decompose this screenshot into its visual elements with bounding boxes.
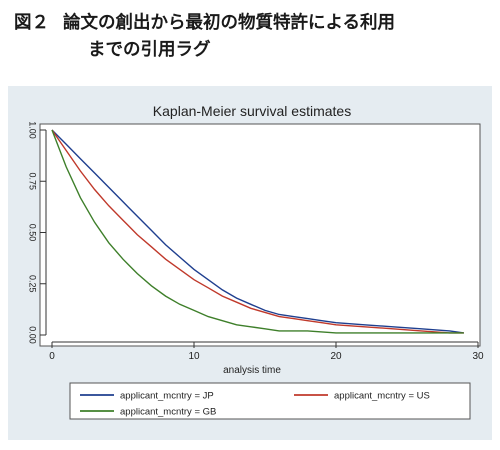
x-axis-label: analysis time (223, 365, 281, 376)
x-tick-label: 30 (472, 351, 484, 362)
km-survival-chart: Kaplan-Meier survival estimates 0 10 20 300… (28, 103, 484, 420)
figure-title-line1: 論文の創出から最初の物質特許による利用 (63, 13, 395, 33)
series-line (51, 129, 464, 334)
y-tick-label: 0.75 (28, 172, 38, 190)
y-tick-label: 0.25 (28, 275, 38, 293)
legend-label: applicant_mcntry = GB (120, 407, 216, 418)
figure-number: 図２ (14, 13, 49, 33)
x-tick-label: 10 (188, 351, 200, 362)
legend-label: applicant_mcntry = JP (120, 391, 214, 402)
series-line (51, 129, 464, 334)
legend: applicant_mcntry = JP applicant_mcntry = … (80, 391, 430, 418)
legend-box (69, 382, 471, 420)
figure-caption: 図２ 論文の創出から最初の物質特許による利用 までの引用ラグ (14, 10, 494, 64)
x-tick-label: 0 (49, 351, 55, 362)
legend-label: applicant_mcntry = US (334, 391, 430, 402)
y-tick-label: 1.00 (28, 121, 38, 139)
axes-group: 0 10 20 30 0.00 0.25 0.50 0.75 1.00 (28, 121, 484, 362)
series-line (51, 129, 464, 334)
chart-title: Kaplan-Meier survival estimates (153, 103, 351, 119)
chart-frame: Kaplan-Meier survival estimates 0 10 20 30 0… (8, 86, 492, 440)
series-lines (51, 129, 464, 334)
plot-area (39, 123, 481, 347)
y-tick-label: 0.50 (28, 224, 38, 242)
y-tick-label: 0.00 (28, 326, 38, 344)
x-tick-label: 20 (330, 351, 342, 362)
figure-title-line2: までの引用ラグ (88, 40, 211, 60)
